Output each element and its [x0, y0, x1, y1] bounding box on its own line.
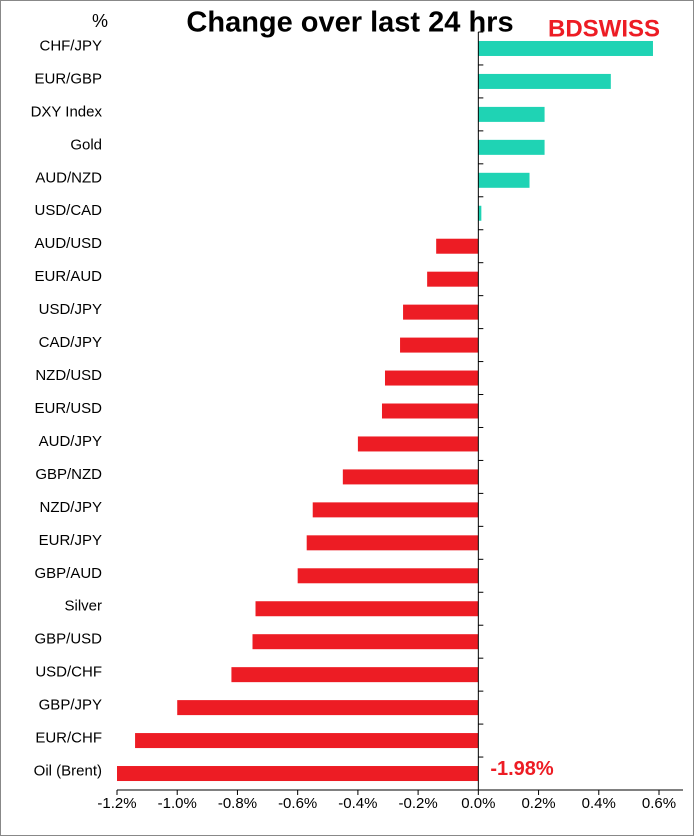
logo: BDSWISS [548, 15, 660, 42]
y-tick-label: EUR/USD [34, 400, 102, 417]
bar [400, 337, 479, 353]
y-tick-label: CAD/JPY [39, 334, 102, 351]
y-tick-label: USD/CAD [34, 202, 102, 219]
y-tick-label: NZD/USD [35, 367, 102, 384]
x-tick-label: -0.2% [399, 795, 438, 812]
y-tick-label: Oil (Brent) [34, 762, 102, 779]
y-tick-label: DXY Index [31, 103, 103, 120]
bar [177, 700, 479, 716]
y-tick-label: GBP/NZD [35, 466, 102, 483]
bar [312, 502, 479, 518]
unit-label: % [92, 11, 108, 31]
x-tick-label: 0.6% [642, 795, 676, 812]
y-tick-label: AUD/NZD [35, 169, 102, 186]
x-tick-label: -0.6% [278, 795, 317, 812]
bar [306, 535, 479, 551]
bar [384, 370, 479, 386]
bar [342, 469, 479, 485]
x-tick-label: -1.0% [158, 795, 197, 812]
value-label: -1.98% [490, 758, 554, 780]
y-tick-label: AUD/JPY [39, 433, 102, 450]
bar [381, 403, 479, 419]
y-tick-label: Gold [70, 136, 102, 153]
bar [478, 106, 545, 122]
bar [252, 634, 479, 650]
y-tick-label: NZD/JPY [39, 499, 102, 516]
y-tick-label: AUD/USD [34, 235, 102, 252]
x-tick-label: 0.0% [461, 795, 495, 812]
chart-title: Change over last 24 hrs [186, 7, 513, 39]
bar [255, 601, 479, 617]
bar [436, 238, 479, 254]
x-tick-label: -1.2% [97, 795, 136, 812]
bar [427, 271, 479, 287]
bar [478, 40, 653, 56]
y-tick-label: GBP/JPY [39, 697, 102, 714]
y-tick-label: EUR/GBP [34, 70, 102, 87]
bar [403, 304, 479, 320]
bar [117, 766, 479, 782]
x-tick-label: -0.4% [338, 795, 377, 812]
y-tick-label: GBP/AUD [34, 565, 102, 582]
bar [231, 667, 479, 683]
bar [478, 73, 611, 89]
bar [297, 568, 479, 584]
x-tick-label: 0.4% [582, 795, 616, 812]
y-tick-label: USD/JPY [39, 301, 102, 318]
y-tick-label: EUR/CHF [35, 730, 102, 747]
y-tick-label: GBP/USD [34, 631, 102, 648]
plot [117, 40, 653, 782]
bar [357, 436, 479, 452]
y-tick-label: USD/CHF [35, 664, 102, 681]
x-tick-label: 0.2% [521, 795, 555, 812]
y-tick-label: EUR/JPY [39, 532, 102, 549]
y-tick-label: Silver [64, 598, 102, 615]
x-tick-label: -0.8% [218, 795, 257, 812]
y-tick-label: EUR/AUD [34, 268, 102, 285]
y-tick-label: CHF/JPY [39, 37, 102, 54]
bar [135, 733, 479, 749]
bar [478, 205, 482, 221]
bar [478, 172, 530, 188]
bar [478, 139, 545, 155]
